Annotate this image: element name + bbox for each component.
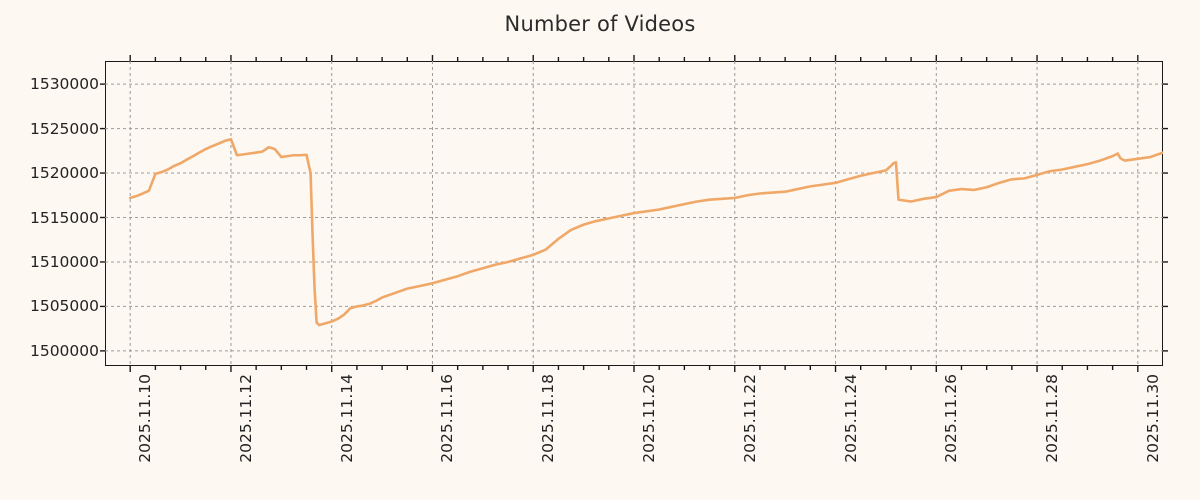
y-axis-tick-labels: 1500000 1505000 1510000 1515000 1520000 15250… bbox=[0, 0, 99, 500]
y-tick-label: 1505000 bbox=[29, 297, 99, 316]
y-tick-label: 1500000 bbox=[29, 341, 99, 360]
y-tick-label: 1525000 bbox=[29, 119, 99, 138]
chart-title: Number of Videos bbox=[504, 12, 696, 36]
x-tick-label: 2025.11.26 bbox=[942, 374, 961, 463]
x-tick-label: 2025.11.14 bbox=[337, 374, 356, 463]
x-tick-label: 2025.11.30 bbox=[1143, 374, 1162, 463]
data-series-line bbox=[128, 137, 1163, 327]
plot-canvas bbox=[105, 61, 1163, 366]
x-tick-label: 2025.11.18 bbox=[539, 374, 558, 463]
x-tick-label: 2025.11.20 bbox=[640, 374, 658, 463]
y-tick-label: 1530000 bbox=[29, 75, 99, 94]
x-tick-label: 2025.11.12 bbox=[236, 374, 255, 463]
axis-ticks-layer bbox=[100, 55, 1168, 372]
y-tick-label: 1520000 bbox=[29, 164, 99, 183]
x-tick-label: 2025.11.22 bbox=[740, 374, 759, 463]
x-tick-label: 2025.11.10 bbox=[136, 374, 155, 463]
x-tick-label: 2025.11.28 bbox=[1043, 374, 1062, 463]
x-axis-tick-labels: 2025.11.10 2025.11.12 2025.11.14 2025.11.16… bbox=[0, 374, 1200, 500]
y-tick-label: 1510000 bbox=[29, 252, 99, 271]
x-tick-label: 2025.11.16 bbox=[438, 374, 457, 463]
x-tick-label: 2025.11.24 bbox=[841, 374, 860, 463]
y-tick-label: 1515000 bbox=[29, 208, 99, 227]
